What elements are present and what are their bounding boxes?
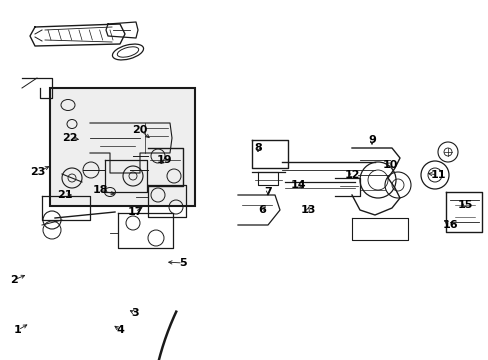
FancyBboxPatch shape: [50, 88, 195, 206]
Text: 14: 14: [289, 180, 305, 190]
Text: 22: 22: [62, 133, 78, 143]
Text: 12: 12: [344, 170, 359, 180]
Text: 16: 16: [441, 220, 457, 230]
Text: 9: 9: [367, 135, 375, 145]
Text: 5: 5: [179, 258, 186, 268]
Text: 17: 17: [127, 207, 142, 217]
Text: 15: 15: [456, 200, 472, 210]
Text: 13: 13: [300, 205, 315, 215]
Text: 11: 11: [429, 170, 445, 180]
Text: 8: 8: [254, 143, 262, 153]
Text: 10: 10: [382, 160, 397, 170]
Text: 6: 6: [258, 205, 265, 215]
Text: 4: 4: [116, 325, 123, 335]
Text: 21: 21: [57, 190, 73, 200]
Text: 19: 19: [157, 155, 172, 165]
Text: 18: 18: [92, 185, 107, 195]
Text: 2: 2: [10, 275, 18, 285]
Text: 23: 23: [30, 167, 45, 177]
Text: 1: 1: [14, 325, 22, 335]
Text: 3: 3: [131, 308, 139, 318]
Text: 20: 20: [132, 125, 147, 135]
Text: 7: 7: [264, 187, 271, 197]
